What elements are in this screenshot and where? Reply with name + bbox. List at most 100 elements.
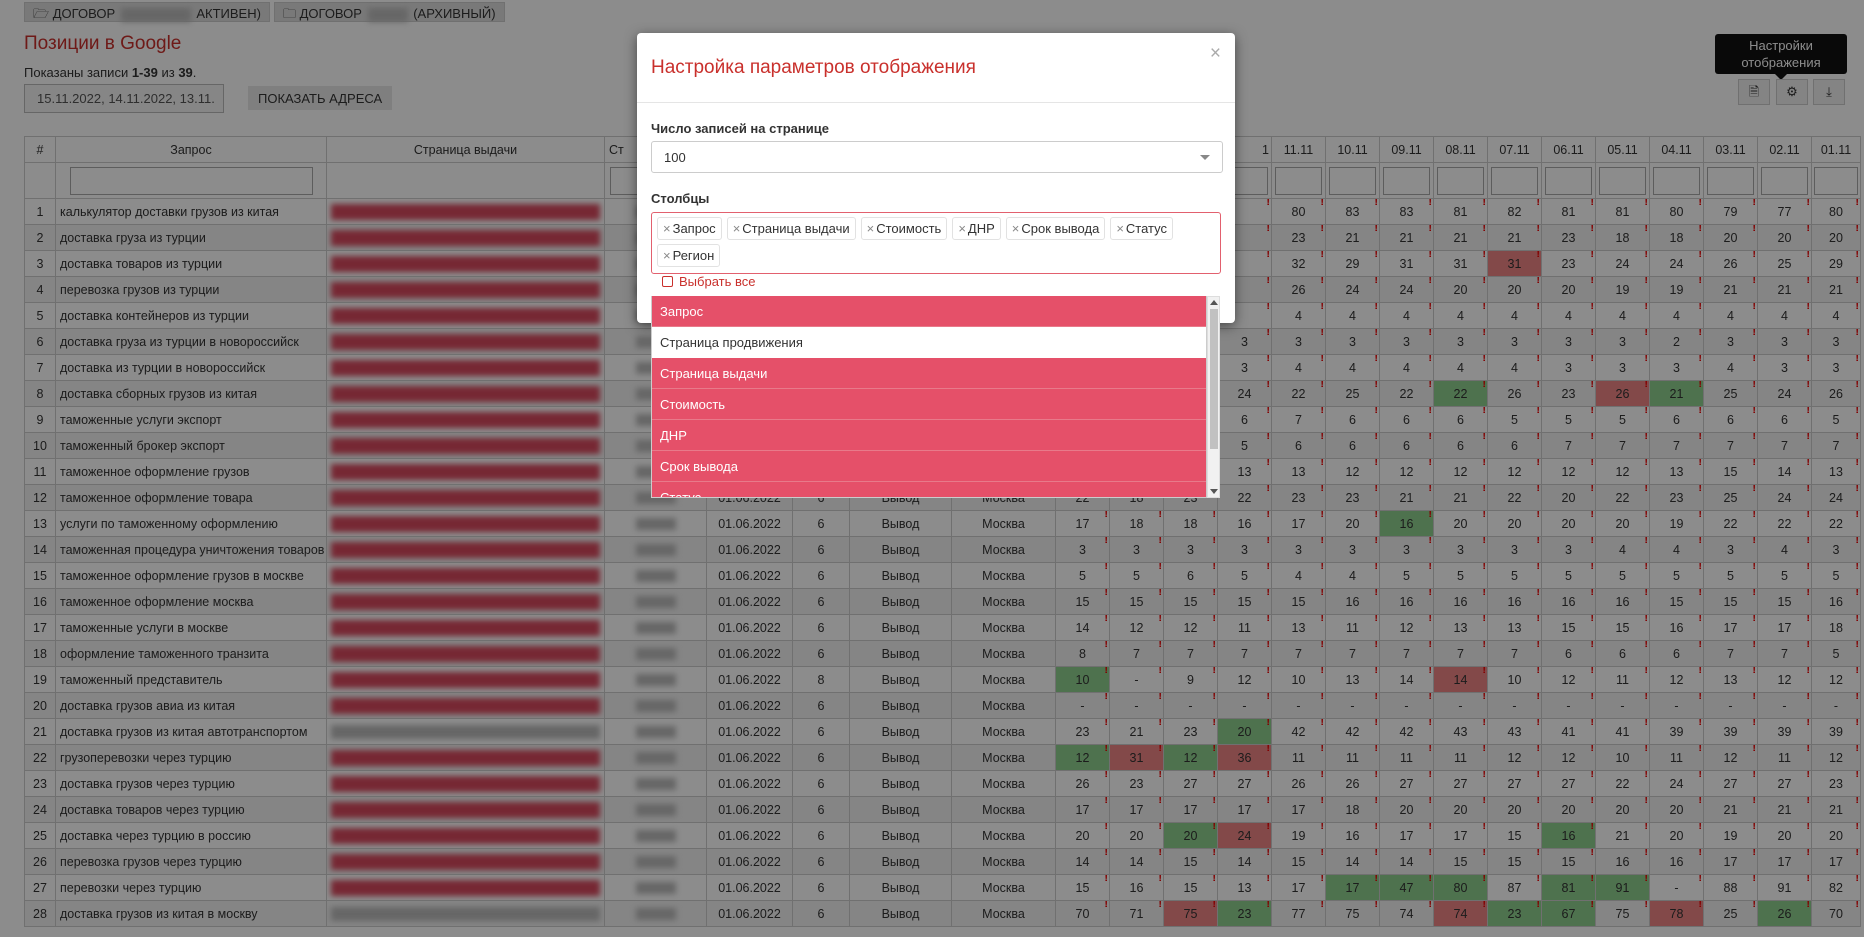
contract-active-prefix: ДОГОВОР [52,6,116,21]
column-tag[interactable]: × ДНР [952,217,1001,240]
select-all-checkbox[interactable]: Выбрать все [662,274,755,289]
columns-multiselect[interactable]: × Запрос × Страница выдачи × Стоимость × ДНР × Ср… [651,212,1221,274]
filter-input[interactable] [1382,166,1431,195]
table-row[interactable]: 16 таможенное оформление москва 01.06.2022… [24,588,1861,615]
header-query[interactable]: Запрос [55,136,327,163]
gear-icon[interactable]: ⚙ [1776,79,1808,105]
filter-input[interactable] [1706,166,1755,195]
position-cell: 11 [1595,666,1650,693]
records-shown-mid: из [157,65,179,80]
header-date[interactable]: 09.11 [1379,136,1434,163]
remove-tag-icon[interactable]: × [732,221,741,236]
download-icon[interactable]: ⤓ [1813,79,1845,105]
checkbox-icon [662,276,673,287]
column-option[interactable]: Статус [652,482,1206,497]
filter-input[interactable] [1598,166,1647,195]
scroll-down-icon[interactable] [1210,489,1218,494]
column-option[interactable]: Срок вывода [652,451,1206,482]
column-option[interactable]: Страница выдачи [652,358,1206,389]
header-date[interactable]: 04.11 [1649,136,1704,163]
position-cell: 12 [1541,666,1596,693]
row-number: 20 [24,692,56,719]
position-cell: 15 [1271,588,1326,615]
position-cell: 16 [1487,588,1542,615]
contract-active-button[interactable]: 🗁 ДОГОВОР АКТИВЕН) [24,2,270,22]
table-row[interactable]: 19 таможенный представитель 01.06.2022 8 Выв… [24,666,1861,693]
remove-tag-icon[interactable]: × [1116,221,1124,236]
table-row[interactable]: 17 таможенные услуги в москве 01.06.2022 6 В… [24,614,1861,641]
redacted-url [331,437,600,454]
position-cell: 20 [1811,224,1861,251]
column-tag[interactable]: × Запрос [657,217,722,240]
filter-input[interactable] [1436,166,1485,195]
header-date[interactable]: 08.11 [1433,136,1488,163]
header-date[interactable]: 07.11 [1487,136,1542,163]
position-cell: 21 [1379,224,1434,251]
column-option[interactable]: ДНР [652,420,1206,451]
column-tag[interactable]: × Статус [1110,217,1174,240]
position-cell: 2 [1649,328,1704,355]
position-cell: 26 [1595,380,1650,407]
filter-input[interactable] [1490,166,1539,195]
records-shown: Показаны записи 1-39 из 39. [24,65,196,80]
remove-tag-icon[interactable]: × [1011,221,1020,236]
column-option[interactable]: Запрос [652,296,1206,327]
remove-tag-icon[interactable]: × [663,221,671,236]
position-cell: 3 [1757,354,1812,381]
position-cell: 21 [1325,224,1380,251]
filter-input[interactable] [1652,166,1701,195]
redacted-url [331,333,600,350]
position-cell: 22 [1433,380,1488,407]
remove-tag-icon[interactable]: × [866,221,875,236]
date-cell: 01.06.2022 [706,640,793,667]
filter-input[interactable] [1760,166,1809,195]
position-cell: 7 [1271,640,1326,667]
column-option[interactable]: Страница продвижения [652,327,1206,358]
header-num: # [24,136,56,163]
header-date[interactable]: 05.11 [1595,136,1650,163]
header-date[interactable]: 11.11 [1271,136,1326,163]
position-cell: 12 [1595,458,1650,485]
table-row[interactable]: 14 таможенная процедура уничтожения товар… [24,536,1861,563]
table-row[interactable]: 20 доставка грузов авиа из китая 01.06.202… [24,692,1861,719]
status-cell: Вывод [849,536,952,563]
position-cell: 5 [1811,406,1861,433]
header-date[interactable]: 10.11 [1325,136,1380,163]
header-date[interactable]: 02.11 [1757,136,1812,163]
position-cell: 21 [1433,224,1488,251]
position-cell: 24 [1757,380,1812,407]
show-addresses-button[interactable]: ПОКАЗАТЬ АДРЕСА [248,86,393,110]
redacted-url [331,411,600,428]
table-row[interactable]: 15 таможенное оформление грузов в москве 0… [24,562,1861,589]
scroll-up-icon[interactable] [1210,300,1218,305]
header-date[interactable]: 03.11 [1703,136,1758,163]
contract-archived-button[interactable]: 🗀 ДОГОВОР (АРХИВНЫЙ) [273,2,505,22]
per-page-select[interactable]: 100 [651,141,1223,173]
remove-tag-icon[interactable]: × [663,248,671,263]
filter-input[interactable] [1544,166,1593,195]
header-date[interactable]: 06.11 [1541,136,1596,163]
scrollbar-thumb[interactable] [1210,309,1218,449]
column-tag[interactable]: × Срок вывода [1005,217,1106,240]
filter-input[interactable] [1814,166,1858,195]
remove-tag-icon[interactable]: × [958,221,966,236]
dnr-cell: 6 [792,640,850,667]
dropdown-scrollbar[interactable] [1207,296,1220,498]
query-cell: доставка грузов авиа из китая [55,692,327,719]
position-cell: 14 [1379,666,1434,693]
date-filter-input[interactable]: 15.11.2022, 14.11.2022, 13.11. [24,84,224,113]
filter-input[interactable] [69,166,313,195]
column-tag[interactable]: × Стоимость [860,217,948,240]
column-tag[interactable]: × Страница выдачи [726,217,856,240]
column-option[interactable]: Стоимость [652,389,1206,420]
position-cell: 24 [1379,276,1434,303]
close-icon[interactable]: × [1209,43,1221,64]
document-icon[interactable]: 🗎 [1738,79,1770,105]
column-tag[interactable]: × Регион [657,244,721,267]
position-cell: 3 [1811,536,1861,563]
filter-input[interactable] [1274,166,1323,195]
header-page[interactable]: Страница выдачи [326,136,605,163]
filter-input[interactable] [1328,166,1377,195]
table-row[interactable]: 18 оформление таможенного транзита 01.06.2… [24,640,1861,667]
